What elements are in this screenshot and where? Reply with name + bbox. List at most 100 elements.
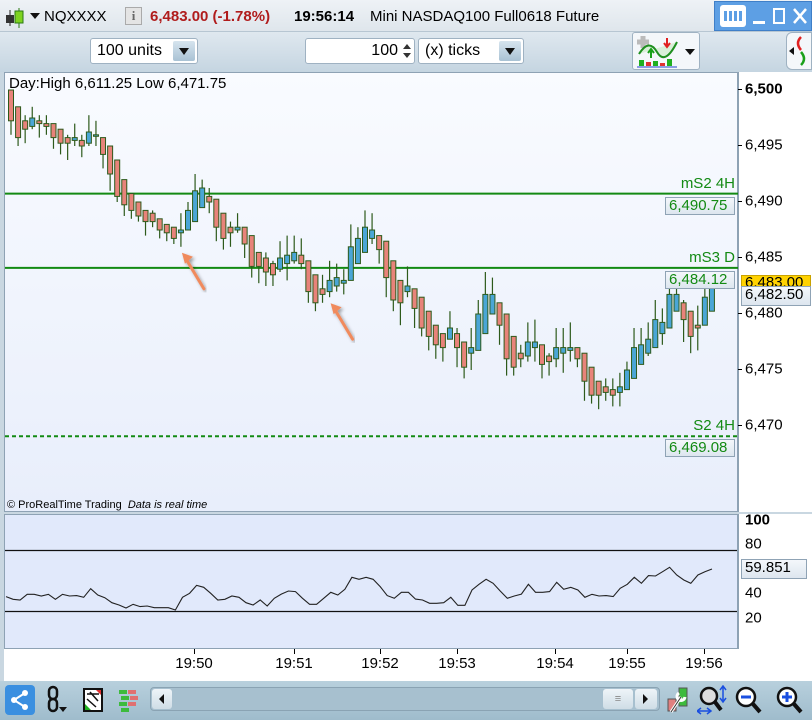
copyright: © ProRealTime Trading Data is real time — [7, 499, 207, 511]
candle-body — [50, 123, 57, 139]
oscillator-tick-label: 20 — [745, 609, 762, 627]
candle — [114, 159, 121, 202]
candle — [418, 296, 425, 337]
chart-properties-icon[interactable] — [663, 685, 693, 715]
candle — [319, 274, 326, 303]
candle — [121, 179, 128, 216]
candle — [404, 266, 411, 298]
swap-arrows-icon — [789, 36, 806, 66]
order-book-icon[interactable] — [114, 685, 144, 715]
minimize-icon[interactable] — [753, 21, 765, 24]
candle — [220, 212, 227, 250]
level-price-tag: 6,469.08 — [665, 439, 735, 458]
candle — [680, 300, 687, 342]
zoom-out-icon[interactable] — [734, 685, 764, 715]
swap-button[interactable] — [786, 32, 812, 70]
oscillator-series — [5, 549, 737, 613]
candle-body — [694, 324, 701, 329]
candle — [354, 227, 361, 265]
candlestick-icon[interactable] — [4, 8, 26, 28]
chevron-down-icon[interactable] — [499, 41, 521, 61]
drawing-tools-icon[interactable] — [78, 685, 108, 715]
candle — [411, 288, 418, 328]
time-tick-mark — [194, 649, 195, 654]
zoom-in-icon[interactable] — [775, 685, 805, 715]
indicators-button[interactable] — [632, 32, 700, 70]
candle-body — [347, 246, 354, 281]
link-icon[interactable] — [42, 685, 72, 715]
ticks-unit-value: (x) ticks — [425, 42, 481, 59]
share-icon[interactable] — [5, 685, 35, 715]
stepper-arrows-icon[interactable] — [402, 41, 412, 61]
candle-body — [446, 327, 453, 340]
price-tick-mark — [738, 313, 742, 314]
candle — [645, 322, 652, 356]
candle-body — [100, 137, 107, 155]
instrument-description: Mini NASDAQ100 Full0618 Future — [370, 8, 600, 25]
candle — [269, 260, 276, 286]
candle-body — [680, 302, 687, 321]
candle-body — [454, 333, 461, 349]
chevron-down-icon[interactable] — [173, 41, 195, 61]
maximize-icon[interactable] — [773, 8, 785, 24]
chevron-down-icon[interactable] — [685, 49, 695, 57]
ticks-count-stepper[interactable]: 100 — [305, 38, 415, 64]
annotation-arrow[interactable] — [181, 252, 206, 291]
candle — [177, 213, 184, 247]
candle — [496, 302, 503, 345]
scroll-thumb[interactable]: ≡ — [603, 689, 633, 709]
candle — [588, 366, 595, 404]
candle — [397, 279, 404, 326]
candle — [291, 235, 298, 264]
candle-body — [22, 120, 29, 130]
time-tick-mark — [704, 649, 705, 654]
info-icon[interactable]: i — [125, 7, 142, 25]
candlestick-series — [5, 89, 739, 438]
price-tick-mark — [738, 145, 742, 146]
candle-body — [383, 240, 390, 279]
keyboard-icon[interactable] — [720, 5, 746, 27]
horizontal-scrollbar[interactable]: ≡ — [150, 687, 660, 711]
oscillator-panel[interactable] — [4, 514, 738, 649]
time-tick-mark — [457, 649, 458, 654]
candle-body — [312, 274, 319, 304]
price-chart[interactable]: Day:High 6,611.25 Low 6,471.75 mS2 4H 6,4… — [4, 72, 739, 512]
price-tick-mark — [738, 89, 742, 90]
price-axis[interactable]: 6,500 6,495 6,490 6,485 6,480 6,475 6,470 6,483… — [738, 72, 812, 512]
time-tick-label: 19:55 — [608, 655, 646, 672]
scroll-right-icon[interactable] — [635, 689, 657, 709]
realtime-note: Data is real time — [127, 499, 208, 511]
candle-body — [156, 218, 163, 231]
candle — [149, 210, 156, 228]
zoom-fit-icon[interactable] — [697, 685, 727, 715]
oscillator-tick-label: 40 — [745, 584, 762, 602]
candle — [517, 344, 524, 368]
ticks-count-value: 100 — [371, 42, 398, 59]
ticks-unit-select[interactable]: (x) ticks — [418, 38, 524, 64]
copyright-text: © ProRealTime Trading — [7, 499, 122, 511]
candle — [15, 106, 22, 146]
candle-body — [114, 159, 121, 197]
oscillator-axis[interactable]: 100 80 40 20 59.851 — [738, 512, 812, 649]
candle — [142, 209, 149, 236]
candle-body — [170, 226, 177, 239]
chevron-down-icon[interactable] — [30, 13, 40, 21]
scroll-left-icon[interactable] — [152, 689, 172, 709]
units-select[interactable]: 100 units — [90, 38, 198, 64]
symbol-label[interactable]: NQXXXX — [44, 8, 107, 25]
candle-body — [15, 106, 22, 139]
time-axis[interactable]: 19:50 19:51 19:52 19:53 19:54 19:55 19:56 — [0, 649, 812, 681]
candle-body — [43, 123, 50, 127]
candle-body — [609, 389, 616, 396]
candle-body — [284, 254, 291, 265]
candle-body — [185, 209, 191, 231]
time-tick-label: 19:54 — [536, 655, 574, 672]
price-tick-label: 6,475 — [745, 360, 783, 378]
candle — [248, 235, 255, 278]
close-icon[interactable] — [793, 8, 807, 24]
candle-body — [652, 319, 659, 349]
annotation-arrow[interactable] — [330, 303, 355, 341]
candle-body — [142, 209, 149, 223]
candle-body — [553, 347, 560, 360]
time-tick-label: 19:51 — [275, 655, 313, 672]
